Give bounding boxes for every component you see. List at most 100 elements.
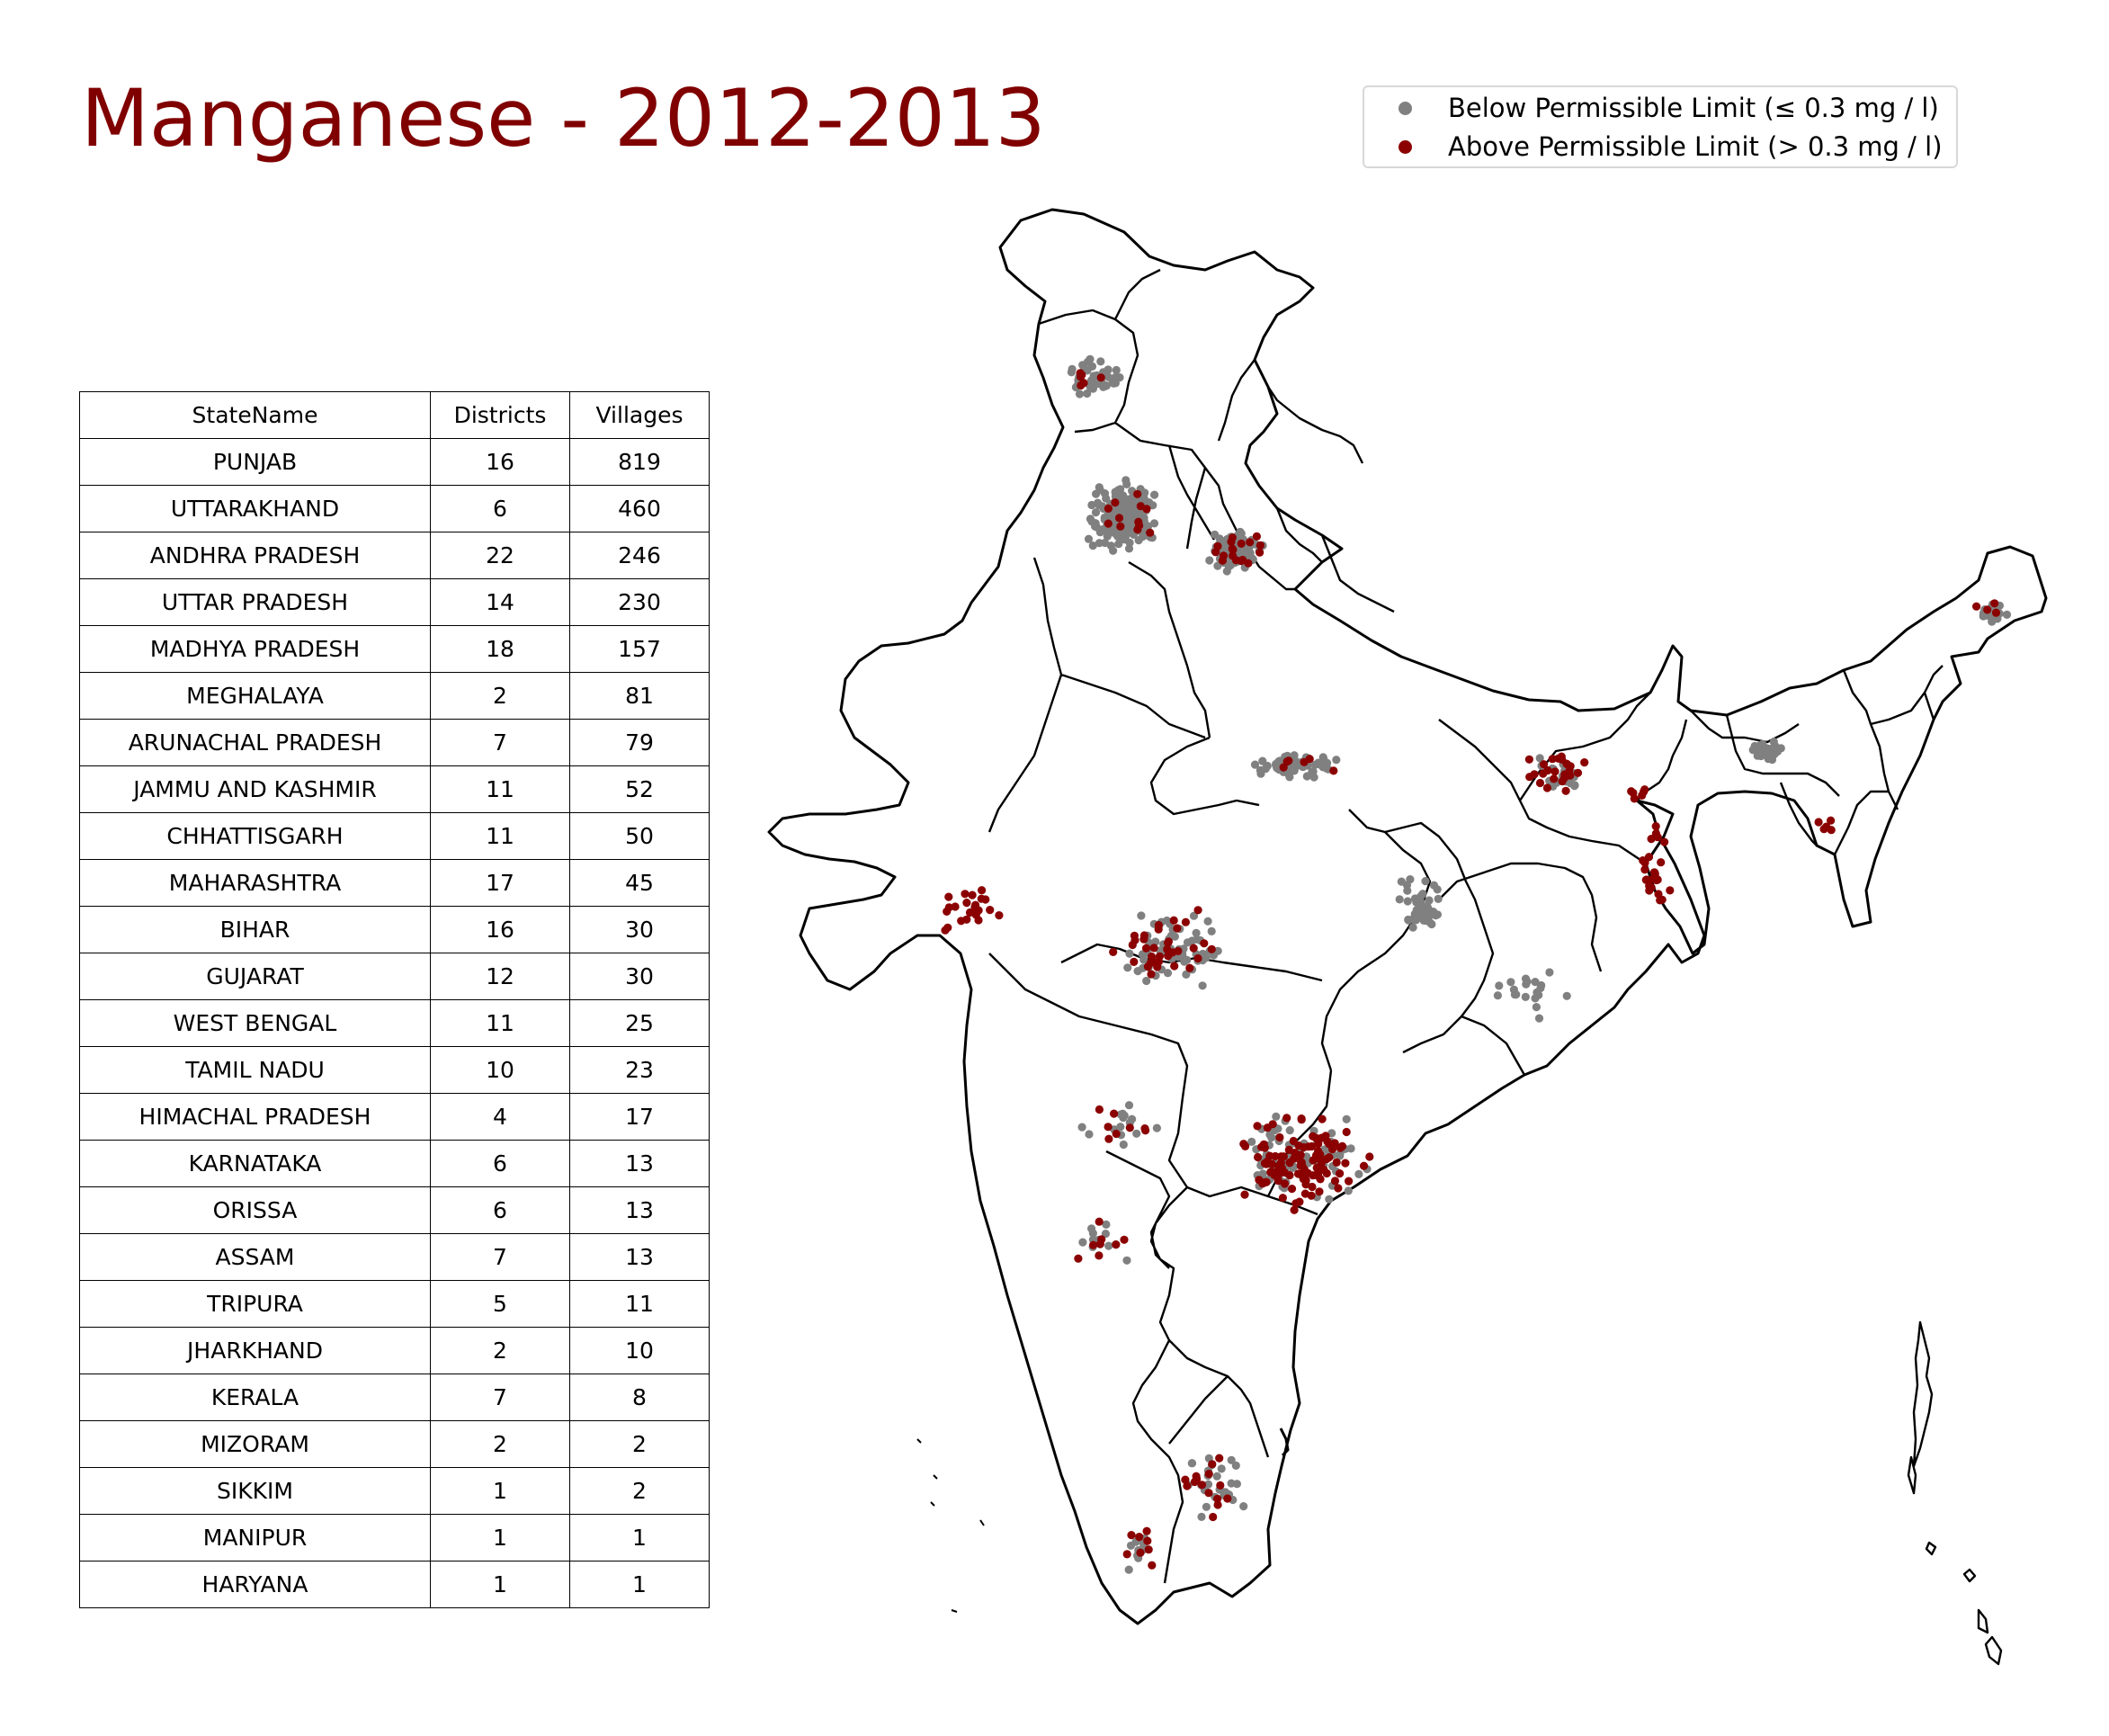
sample-point bbox=[1143, 1536, 1152, 1545]
sample-point bbox=[1125, 949, 1134, 958]
cell-state-name: HARYANA bbox=[79, 1561, 431, 1608]
sample-point bbox=[1223, 1494, 1232, 1503]
sample-point bbox=[1336, 1150, 1345, 1159]
cell-villages: 25 bbox=[569, 999, 710, 1047]
sample-point bbox=[1164, 938, 1173, 947]
cell-villages: 45 bbox=[569, 859, 710, 907]
sample-point bbox=[1135, 521, 1144, 530]
sample-point bbox=[1530, 770, 1539, 779]
sample-point bbox=[1272, 1112, 1281, 1121]
sample-point bbox=[1640, 858, 1649, 867]
sample-point bbox=[1652, 875, 1661, 885]
sample-point bbox=[1524, 755, 1533, 764]
sample-point bbox=[1122, 1256, 1131, 1265]
sample-point bbox=[1294, 1141, 1303, 1150]
sample-point bbox=[1083, 389, 1092, 398]
cell-villages: 2 bbox=[569, 1467, 710, 1515]
sample-point bbox=[1120, 1235, 1129, 1244]
sample-point bbox=[1104, 1241, 1113, 1250]
sample-point bbox=[1330, 1177, 1340, 1186]
sample-point bbox=[1408, 923, 1417, 932]
sample-point bbox=[1100, 513, 1109, 523]
sample-point bbox=[1310, 760, 1319, 769]
cell-districts: 14 bbox=[430, 578, 570, 626]
sample-point bbox=[1534, 1014, 1544, 1023]
sample-point bbox=[1291, 1149, 1300, 1158]
sample-point bbox=[1088, 1229, 1097, 1238]
sample-point bbox=[1130, 931, 1139, 940]
sample-point bbox=[1506, 978, 1515, 987]
map-legend: Below Permissible Limit (≤ 0.3 mg / l) A… bbox=[1363, 85, 1958, 168]
legend-marker-above bbox=[1399, 139, 1412, 154]
sample-point bbox=[1256, 541, 1265, 550]
sample-point bbox=[1137, 911, 1146, 920]
sample-point bbox=[951, 902, 960, 911]
sample-point bbox=[1345, 1177, 1354, 1186]
sample-point bbox=[1213, 946, 1222, 955]
cell-districts: 22 bbox=[430, 532, 570, 579]
cell-districts: 2 bbox=[430, 1327, 570, 1374]
sample-point bbox=[1287, 1185, 1297, 1194]
table-row: SIKKIM 1 2 bbox=[79, 1467, 710, 1515]
sample-point bbox=[1651, 822, 1660, 831]
sample-point bbox=[1075, 389, 1085, 398]
sample-point bbox=[1318, 763, 1327, 772]
sample-point bbox=[944, 892, 953, 901]
sample-point bbox=[1666, 886, 1675, 895]
sample-point bbox=[1334, 1184, 1343, 1193]
sample-point bbox=[1200, 939, 1209, 948]
sample-point bbox=[970, 903, 979, 912]
cell-districts: 5 bbox=[430, 1280, 570, 1328]
sample-point bbox=[1163, 944, 1172, 953]
sample-point bbox=[1533, 988, 1542, 997]
sample-point bbox=[1254, 1152, 1263, 1162]
cell-villages: 50 bbox=[569, 812, 710, 860]
cell-villages: 11 bbox=[569, 1280, 710, 1328]
sample-point bbox=[1091, 519, 1100, 528]
sample-point bbox=[1642, 875, 1651, 884]
table-row: KARNATAKA 6 13 bbox=[79, 1140, 710, 1187]
sample-point bbox=[1280, 1179, 1290, 1188]
sample-point bbox=[1827, 816, 1836, 825]
sample-point bbox=[962, 899, 971, 908]
table-row: ORISSA 6 13 bbox=[79, 1186, 710, 1234]
cell-villages: 460 bbox=[569, 485, 710, 532]
sample-point bbox=[965, 908, 975, 917]
sample-point bbox=[1109, 546, 1118, 555]
sample-point bbox=[1229, 545, 1238, 554]
sample-point bbox=[1273, 1177, 1282, 1186]
sample-point bbox=[1104, 1134, 1113, 1143]
sample-point bbox=[1263, 1157, 1272, 1166]
sample-point bbox=[1256, 548, 1265, 557]
below-limit-points bbox=[1067, 354, 2012, 1574]
sample-point bbox=[1119, 1140, 1128, 1150]
table-row: ANDHRA PRADESH 22 246 bbox=[79, 532, 710, 579]
sample-point bbox=[1274, 1161, 1283, 1171]
sample-point bbox=[1241, 1141, 1250, 1150]
sample-point bbox=[1240, 1190, 1249, 1199]
sample-point bbox=[1096, 357, 1105, 366]
sample-point bbox=[1302, 772, 1311, 781]
sample-point bbox=[1145, 498, 1154, 507]
sample-point bbox=[1092, 489, 1101, 498]
sample-point bbox=[1204, 1489, 1213, 1498]
sample-point bbox=[1192, 928, 1201, 937]
sample-point bbox=[1120, 1111, 1129, 1120]
cell-state-name: KARNATAKA bbox=[79, 1140, 431, 1187]
cell-districts: 7 bbox=[430, 1233, 570, 1281]
sample-point bbox=[1212, 1472, 1221, 1481]
sample-point bbox=[1141, 944, 1151, 953]
table-row: MIZORAM 2 2 bbox=[79, 1420, 710, 1468]
sample-point bbox=[1278, 1194, 1287, 1203]
sample-point bbox=[1318, 753, 1327, 762]
table-row: CHHATTISGARH 11 50 bbox=[79, 812, 710, 860]
table-row: KERALA 7 8 bbox=[79, 1374, 710, 1421]
cell-state-name: BIHAR bbox=[79, 906, 431, 953]
sample-point bbox=[1342, 1127, 1351, 1137]
sample-point bbox=[1563, 760, 1572, 769]
sample-point bbox=[1573, 768, 1583, 777]
sample-point bbox=[1542, 783, 1551, 792]
cell-state-name: CHHATTISGARH bbox=[79, 812, 431, 860]
sample-point bbox=[1776, 744, 1785, 753]
